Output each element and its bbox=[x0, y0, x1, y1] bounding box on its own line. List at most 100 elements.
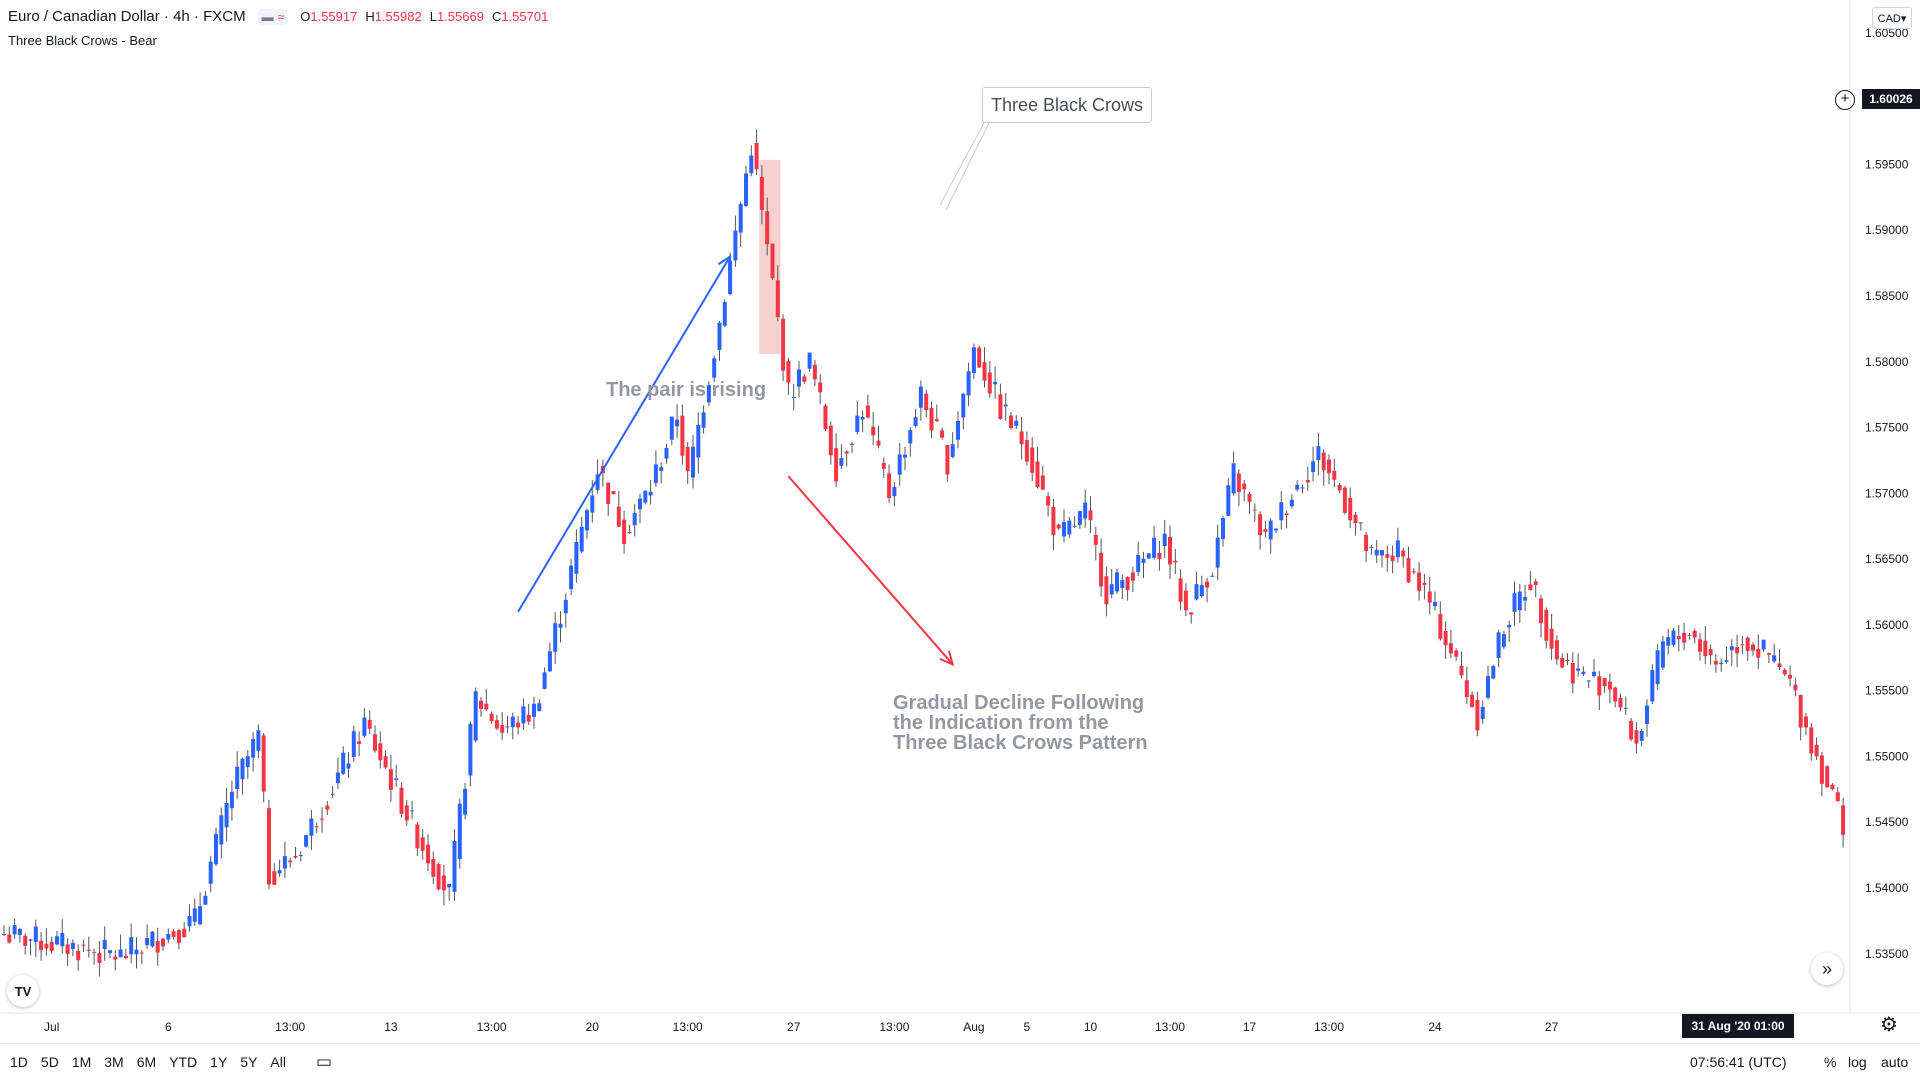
toggle-group[interactable]: ▬ ≈ bbox=[257, 8, 289, 25]
candle-body bbox=[521, 706, 526, 724]
candle-body bbox=[987, 372, 992, 394]
log-toggle[interactable]: log bbox=[1848, 1054, 1867, 1070]
candle-body bbox=[1236, 473, 1241, 493]
candle-body bbox=[844, 451, 849, 454]
candle-body bbox=[823, 405, 828, 430]
time-tick-label: 17 bbox=[1243, 1020, 1257, 1034]
bar-toggle-icon[interactable]: ▬ bbox=[261, 9, 274, 24]
percent-toggle[interactable]: % bbox=[1824, 1054, 1837, 1070]
candle-body bbox=[1115, 572, 1119, 592]
candle-body bbox=[1162, 533, 1167, 547]
candle-body bbox=[410, 810, 415, 812]
candle-body bbox=[293, 855, 298, 858]
candle-body bbox=[240, 758, 245, 780]
wave-toggle-icon[interactable]: ≈ bbox=[277, 9, 285, 24]
candle-body bbox=[818, 382, 823, 393]
candle-body bbox=[1109, 584, 1114, 595]
candle-body bbox=[1194, 584, 1199, 600]
candle-body bbox=[1549, 628, 1554, 649]
decline-annotation[interactable]: Gradual Decline Following the Indication… bbox=[893, 693, 1148, 753]
period-6m[interactable]: 6M bbox=[136, 1054, 157, 1070]
candle-body bbox=[1602, 678, 1607, 687]
candle-body bbox=[479, 700, 483, 709]
period-1m[interactable]: 1M bbox=[71, 1054, 92, 1070]
candle-body bbox=[404, 805, 409, 821]
candle-body bbox=[574, 541, 579, 574]
candle-body bbox=[1189, 612, 1194, 615]
candle-body bbox=[176, 930, 181, 943]
candle-body bbox=[341, 752, 346, 774]
candle-body bbox=[595, 474, 600, 490]
candle-body bbox=[860, 416, 865, 420]
candle-body bbox=[1544, 609, 1549, 641]
gear-icon[interactable]: ⚙ bbox=[1880, 1014, 1898, 1036]
candle-body bbox=[1077, 511, 1082, 525]
price-tick-label: 1.58000 bbox=[1865, 355, 1909, 369]
candle-body bbox=[1210, 575, 1215, 577]
candle-body bbox=[1634, 730, 1639, 744]
high-label: H bbox=[365, 9, 375, 24]
period-5y[interactable]: 5Y bbox=[240, 1054, 258, 1070]
period-all[interactable]: All bbox=[270, 1054, 286, 1070]
add-alert-icon[interactable]: + bbox=[1835, 90, 1855, 110]
candle-body bbox=[1019, 431, 1024, 445]
auto-toggle[interactable]: auto bbox=[1881, 1054, 1909, 1070]
candle-body bbox=[1528, 584, 1533, 591]
candle-body bbox=[198, 906, 203, 925]
rising-annotation[interactable]: The pair is rising bbox=[606, 379, 767, 401]
candle-body bbox=[1454, 650, 1459, 657]
candle-body bbox=[1088, 510, 1093, 521]
period-5d[interactable]: 5D bbox=[40, 1054, 59, 1070]
candle-body bbox=[346, 763, 351, 769]
calendar-range-icon[interactable]: ▭ bbox=[316, 1052, 333, 1071]
candle-body bbox=[1221, 517, 1225, 540]
currency-button[interactable]: CAD▾ bbox=[1872, 7, 1912, 29]
candle-body bbox=[1369, 546, 1374, 548]
decline-annotation-line: the Indication from the bbox=[893, 712, 1109, 734]
three-black-crows-callout[interactable]: Three Black Crows bbox=[982, 87, 1152, 123]
candle-body bbox=[749, 155, 754, 174]
candle-body bbox=[441, 875, 446, 891]
candle-body bbox=[638, 498, 642, 510]
candle-body bbox=[611, 491, 616, 495]
candle-body bbox=[1226, 485, 1231, 516]
double-chevron-right-icon[interactable]: » bbox=[1811, 953, 1843, 985]
period-3m[interactable]: 3M bbox=[104, 1054, 124, 1070]
candle-body bbox=[1592, 671, 1596, 677]
candle-body bbox=[1814, 744, 1819, 757]
symbol-title[interactable]: Euro / Canadian Dollar · 4h · FXCM bbox=[8, 8, 246, 25]
candle-body bbox=[494, 720, 499, 729]
period-1y[interactable]: 1Y bbox=[210, 1054, 228, 1070]
candle-body bbox=[23, 935, 28, 946]
period-buttons: 1D 5D 1M 3M 6M YTD 1Y 5Y All bbox=[10, 1054, 286, 1070]
candle-body bbox=[1205, 581, 1210, 588]
candle-body bbox=[516, 722, 521, 728]
rising-trend-arrow bbox=[517, 256, 731, 613]
candle-body bbox=[1655, 650, 1660, 685]
price-tick-label: 1.55500 bbox=[1865, 684, 1909, 698]
candle-body bbox=[1645, 705, 1649, 724]
candle-body bbox=[97, 953, 102, 964]
candle-body bbox=[229, 791, 234, 809]
tradingview-logo-icon[interactable]: TV bbox=[7, 975, 39, 1007]
candle-body bbox=[1040, 475, 1045, 490]
period-ytd[interactable]: YTD bbox=[169, 1054, 198, 1070]
candle-body bbox=[1692, 630, 1697, 638]
time-tick-label: 13:00 bbox=[477, 1020, 507, 1034]
candle-body bbox=[489, 713, 494, 722]
candle-body bbox=[272, 871, 277, 885]
time-tick-label: 10 bbox=[1084, 1020, 1098, 1034]
candle-body bbox=[940, 430, 945, 438]
candle-body bbox=[765, 211, 770, 245]
candle-body bbox=[1501, 634, 1506, 647]
period-1d[interactable]: 1D bbox=[10, 1054, 28, 1070]
candle-body bbox=[1130, 572, 1135, 581]
candle-body bbox=[1597, 676, 1602, 696]
utc-clock[interactable]: 07:56:41 (UTC) bbox=[1690, 1054, 1787, 1070]
candle-body bbox=[1819, 755, 1824, 784]
candle-body bbox=[855, 415, 860, 433]
indicator-label[interactable]: Three Black Crows - Bear bbox=[8, 33, 157, 48]
candle-body bbox=[971, 347, 976, 374]
candle-body bbox=[1740, 644, 1745, 646]
